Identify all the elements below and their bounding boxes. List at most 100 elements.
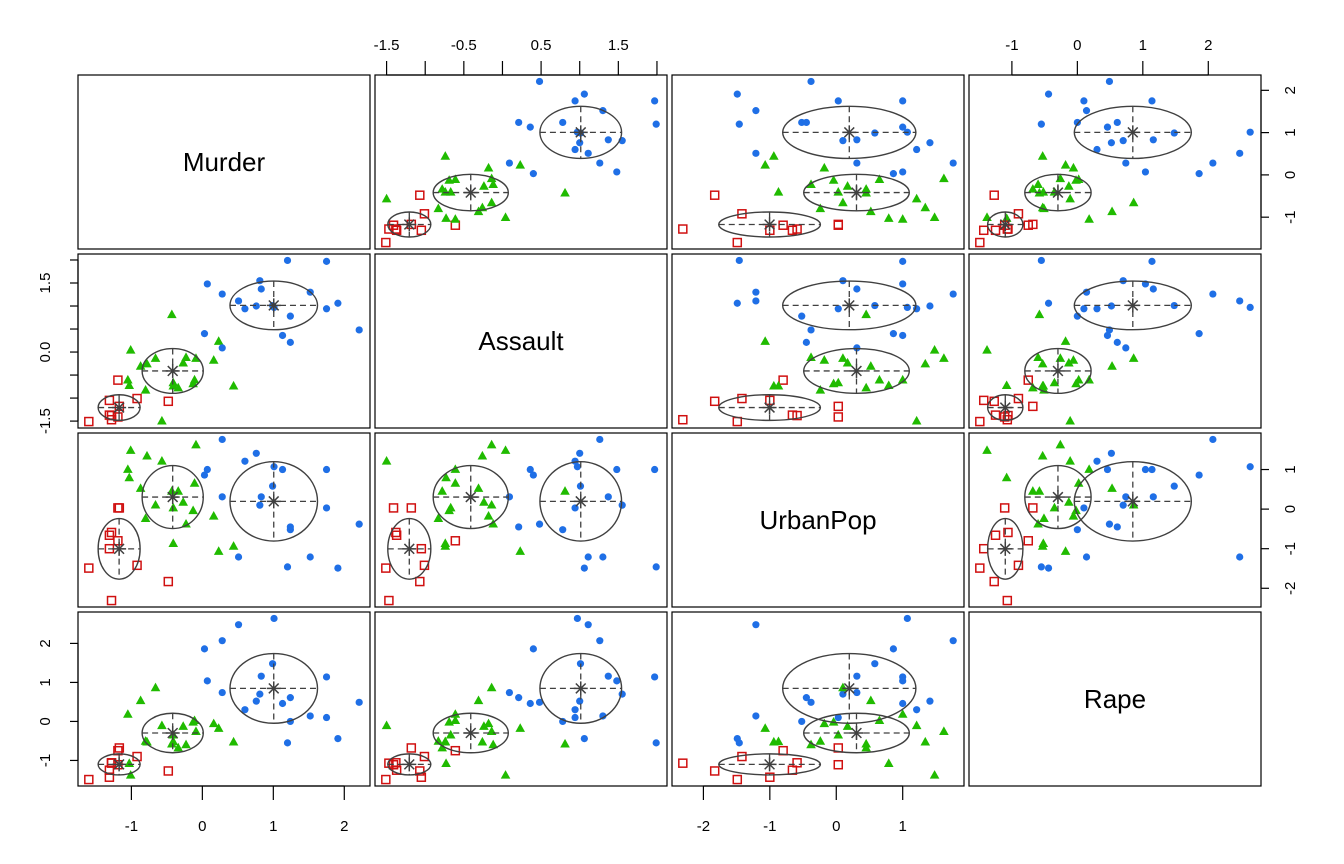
data-point-circle: [651, 97, 659, 105]
data-point-square: [381, 563, 391, 573]
data-point-circle: [515, 694, 523, 702]
tick-label: 2: [340, 818, 348, 835]
data-point-triangle: [125, 770, 136, 779]
data-point-circle: [529, 645, 537, 653]
data-point-triangle: [228, 736, 239, 746]
data-point-triangle: [181, 352, 191, 361]
data-point-circle: [286, 523, 294, 531]
tick-label: 2: [1282, 86, 1299, 94]
data-point-triangle: [982, 445, 992, 454]
data-point-triangle: [486, 439, 497, 449]
data-point-triangle: [819, 718, 830, 728]
data-point-circle: [733, 90, 741, 98]
data-point-circle: [306, 553, 314, 561]
data-point-triangle: [874, 174, 885, 183]
data-point-triangle: [1107, 361, 1117, 370]
data-point-circle: [871, 129, 879, 137]
data-point-circle: [200, 330, 209, 338]
data-point-circle: [322, 673, 331, 681]
data-point-circle: [559, 526, 567, 534]
data-point-circle: [1105, 520, 1114, 528]
data-point-triangle: [135, 695, 146, 705]
data-point-circle: [752, 712, 760, 720]
data-point-square: [1023, 375, 1034, 385]
data-point-triangle: [167, 486, 177, 495]
data-point-triangle: [188, 505, 198, 515]
panel-urbanpop-vs-murder: [671, 74, 965, 250]
data-point-triangle: [1084, 214, 1094, 223]
variable-label: Assault: [478, 326, 564, 356]
data-point-triangle: [883, 380, 894, 390]
panel-border: [968, 253, 1262, 429]
tick-label: -1: [37, 754, 54, 767]
data-point-triangle: [1037, 450, 1048, 460]
data-point-triangle: [445, 729, 456, 739]
data-point-triangle: [560, 486, 570, 495]
data-point-circle: [1236, 149, 1244, 157]
data-point-circle: [1209, 435, 1217, 444]
data-point-circle: [1141, 465, 1150, 474]
data-point-triangle: [929, 345, 940, 354]
data-point-circle: [652, 120, 660, 128]
panel-rape-vs-assault: [968, 253, 1262, 429]
tick-label: 1: [1282, 128, 1299, 136]
data-point-square: [106, 595, 117, 606]
data-point-triangle: [866, 695, 876, 705]
data-point-triangle: [1073, 478, 1084, 487]
data-point-triangle: [213, 336, 224, 345]
data-point-triangle: [140, 513, 151, 523]
data-point-triangle: [486, 197, 497, 207]
data-point-square: [975, 237, 985, 248]
group-mean-asterisk-icon: [266, 681, 281, 696]
data-point-circle: [1082, 107, 1091, 115]
data-point-circle: [1209, 159, 1217, 167]
group-mean-asterisk-icon: [165, 363, 180, 378]
tick-label: 0: [37, 717, 54, 725]
data-point-circle: [278, 465, 287, 474]
data-point-triangle: [819, 355, 830, 364]
data-point-triangle: [911, 415, 922, 425]
data-point-triangle: [437, 742, 448, 752]
asterisk-stroke: [1052, 365, 1064, 377]
data-point-triangle: [838, 682, 848, 692]
data-point-circle: [613, 465, 621, 474]
data-point-square: [778, 375, 788, 385]
data-point-triangle: [381, 193, 392, 203]
data-point-circle: [322, 504, 331, 512]
data-point-circle: [1080, 504, 1088, 512]
data-point-triangle: [819, 162, 830, 172]
data-point-triangle: [123, 709, 133, 718]
data-point-triangle: [560, 187, 570, 197]
data-point-circle: [203, 465, 211, 474]
group-mean-asterisk-icon: [402, 541, 417, 556]
data-point-circle: [234, 297, 243, 305]
data-point-circle: [1170, 301, 1178, 310]
data-point-triangle: [473, 695, 484, 705]
data-point-circle: [1093, 457, 1101, 465]
data-point-circle: [526, 699, 534, 708]
asterisk-stroke: [167, 727, 179, 739]
data-point-circle: [573, 614, 581, 623]
data-point-circle: [1093, 145, 1101, 154]
asterisk-stroke: [575, 682, 587, 694]
asterisk-stroke: [1127, 126, 1139, 138]
data-point-triangle: [920, 358, 931, 368]
data-point-square: [833, 220, 844, 230]
data-point-circle: [903, 614, 911, 623]
data-point-triangle: [1028, 382, 1038, 392]
data-point-triangle: [920, 202, 931, 212]
data-point-circle: [1107, 302, 1115, 310]
panel-border: [968, 432, 1262, 608]
tick-label: -1: [1282, 542, 1299, 555]
data-point-circle: [853, 285, 861, 293]
data-point-circle: [733, 299, 741, 307]
tick-label: 0: [1282, 505, 1299, 513]
data-point-triangle: [450, 478, 461, 487]
data-point-circle: [322, 257, 331, 265]
data-point-circle: [889, 170, 897, 178]
asterisk-stroke: [1127, 299, 1139, 311]
data-point-triangle: [1068, 355, 1079, 364]
data-point-square: [978, 395, 989, 406]
data-point-circle: [1113, 523, 1121, 531]
data-point-circle: [913, 145, 921, 154]
